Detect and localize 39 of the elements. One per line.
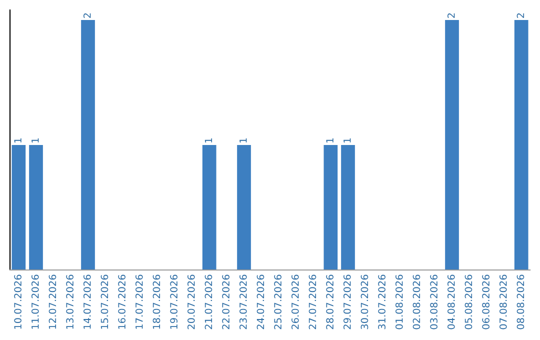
- x-tick-label: 20.07.2026: [187, 274, 195, 330]
- x-tick-label: 06.08.2026: [482, 274, 490, 330]
- x-tick-label: 02.08.2026: [412, 274, 420, 330]
- data-label: 1: [344, 138, 351, 143]
- x-tick-label: 07.08.2026: [499, 274, 507, 330]
- x-tick-label: 29.07.2026: [343, 274, 351, 330]
- x-tick-label: 25.07.2026: [274, 274, 282, 330]
- data-label: 2: [447, 13, 455, 18]
- x-tick-label: 28.07.2026: [326, 274, 334, 330]
- x-tick-label: 26.07.2026: [291, 274, 299, 330]
- data-label: 2: [83, 13, 91, 18]
- x-tick-label: 14.07.2026: [83, 274, 91, 329]
- x-tick-label: 27.07.2026: [308, 274, 316, 330]
- x-tick-label: 05.08.2026: [464, 274, 472, 330]
- x-tick-label: 18.07.2026: [152, 274, 160, 329]
- x-tick-label: 22.07.2026: [222, 274, 230, 330]
- x-tick-label: 01.08.2026: [395, 274, 403, 330]
- x-tick-label: 13.07.2026: [66, 274, 74, 329]
- data-label: 1: [32, 138, 39, 143]
- x-tick-label: 17.07.2026: [135, 274, 143, 329]
- data-label: 1: [204, 138, 212, 143]
- x-tick-label: 15.07.2026: [100, 274, 108, 329]
- x-tick-label: 30.07.2026: [360, 274, 368, 330]
- x-tick-label: 08.08.2026: [516, 274, 524, 330]
- x-tick-label: 23.07.2026: [239, 274, 247, 330]
- data-label: 1: [14, 138, 22, 143]
- x-tick-label: 11.07.2026: [31, 274, 39, 329]
- x-tick-label: 04.08.2026: [447, 274, 455, 330]
- data-label: 2: [516, 13, 524, 18]
- x-tick-label: 19.07.2026: [170, 274, 178, 329]
- x-tick-label: 03.08.2026: [430, 274, 438, 330]
- data-label: 1: [326, 138, 334, 143]
- data-label: 1: [240, 138, 247, 143]
- x-tick-label: 12.07.2026: [48, 274, 56, 329]
- x-tick-label: 16.07.2026: [118, 274, 126, 329]
- x-tick-label: 10.07.2026: [14, 274, 22, 329]
- x-tick-label: 31.07.2026: [378, 274, 386, 330]
- x-tick-label: 24.07.2026: [256, 274, 264, 330]
- x-tick-label: 21.07.2026: [204, 274, 212, 330]
